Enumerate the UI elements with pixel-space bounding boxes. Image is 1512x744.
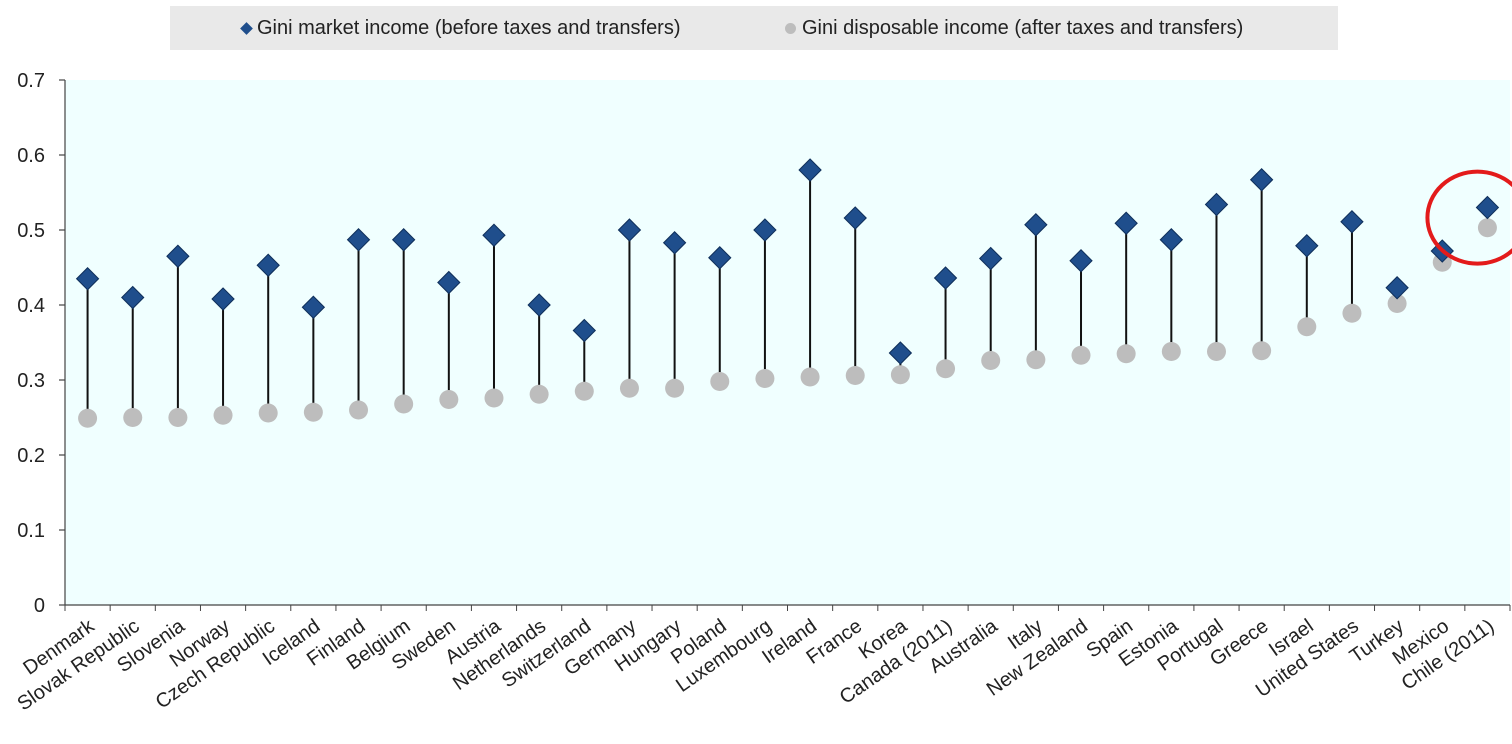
disposable-income-point [213, 405, 233, 425]
disposable-income-point [574, 381, 594, 401]
chart-legend: Gini market income (before taxes and tra… [170, 6, 1338, 50]
disposable-income-point [484, 388, 504, 408]
disposable-income-point [845, 366, 865, 385]
market-income-point [256, 253, 280, 277]
legend-item-disposable: Gini disposable income (after taxes and … [785, 6, 1243, 50]
disposable-income-point [981, 351, 1001, 370]
market-income-point [211, 287, 235, 311]
disposable-income-point [439, 390, 459, 409]
disposable-income-point [258, 403, 278, 423]
market-income-point [1249, 168, 1274, 192]
market-income-point [1024, 213, 1048, 237]
market-income-point [753, 218, 777, 242]
y-tick-label: 0.6 [17, 145, 45, 167]
disposable-income-point [755, 369, 775, 388]
y-tick-label: 0.3 [17, 370, 45, 392]
disposable-income-point [1477, 218, 1497, 238]
disposable-income-point [168, 408, 188, 427]
market-income-point [708, 246, 732, 270]
y-tick-label: 0.4 [17, 295, 45, 317]
disposable-income-point [123, 408, 143, 427]
market-income-point [391, 228, 416, 252]
disposable-income-point [349, 400, 369, 420]
market-income-point [1159, 228, 1184, 252]
market-income-point [1204, 192, 1229, 217]
market-income-point [301, 295, 326, 319]
disposable-income-point [665, 378, 685, 398]
market-income-point [1114, 211, 1138, 235]
market-income-point [617, 218, 642, 242]
disposable-income-point [394, 394, 414, 414]
market-income-point [346, 228, 371, 252]
plot-area [65, 80, 1510, 605]
y-tick-label: 0.2 [17, 445, 45, 467]
disposable-income-point [1116, 344, 1136, 364]
legend-label-disposable: Gini disposable income (after taxes and … [802, 16, 1244, 39]
market-income-point [166, 244, 190, 268]
legend-label-market: Gini market income (before taxes and tra… [257, 16, 681, 39]
legend-item-market: Gini market income (before taxes and tra… [240, 6, 681, 50]
disposable-income-point [1161, 342, 1181, 361]
disposable-income-point [1297, 317, 1317, 337]
market-income-point [888, 341, 913, 365]
market-income-point [1475, 195, 1500, 220]
disposable-income-point [1026, 350, 1046, 370]
market-income-point [978, 246, 1003, 271]
disposable-income-point [1387, 294, 1407, 313]
disposable-income-point [710, 372, 730, 391]
market-income-point [933, 266, 958, 290]
market-income-point [798, 158, 822, 182]
disposable-income-point [1252, 341, 1272, 361]
disposable-income-point [303, 402, 323, 422]
market-income-point [75, 267, 100, 291]
disposable-income-point [1206, 342, 1226, 361]
disposable-income-point [1342, 303, 1362, 323]
disposable-income-point [78, 408, 98, 428]
disposable-income-point [619, 378, 639, 398]
market-income-point [437, 270, 461, 295]
market-income-point [1295, 234, 1319, 258]
market-income-point [662, 231, 687, 255]
y-tick-label: 0.1 [17, 520, 45, 542]
y-tick-label: 0 [34, 595, 45, 617]
disposable-income-point [936, 359, 956, 379]
highlight-circle [1425, 169, 1512, 266]
market-income-point [843, 206, 867, 230]
disposable-income-point [800, 367, 820, 387]
market-income-point [527, 293, 551, 317]
legend-circle-icon [785, 22, 796, 34]
market-income-point [1340, 210, 1364, 234]
market-income-point [1385, 276, 1409, 300]
disposable-income-point [1071, 345, 1091, 365]
market-income-point [572, 318, 597, 343]
market-income-point [1069, 249, 1093, 273]
market-income-point [482, 223, 506, 247]
y-tick-label: 0.7 [17, 70, 45, 92]
disposable-income-point [529, 384, 549, 404]
disposable-income-point [890, 365, 910, 385]
market-income-point [121, 285, 145, 310]
y-tick-label: 0.5 [17, 220, 45, 242]
